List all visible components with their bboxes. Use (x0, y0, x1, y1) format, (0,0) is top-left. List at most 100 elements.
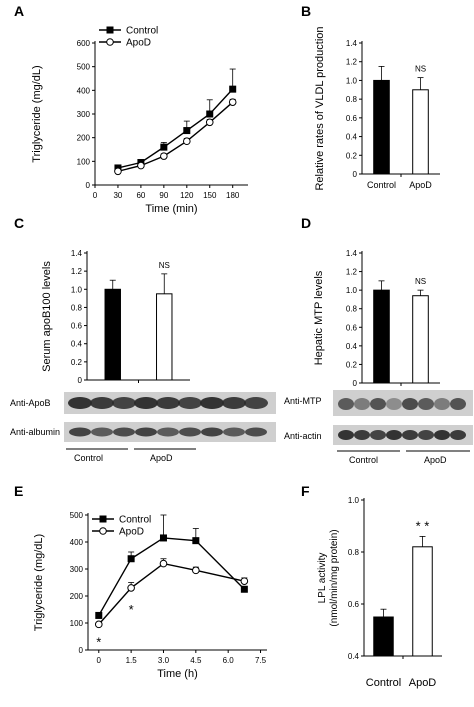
blot-band-blot-C-1-8 (245, 427, 267, 437)
data-point-A-control-5 (229, 85, 237, 93)
blot-band-blot-C-1-0 (69, 427, 91, 437)
y-tick-label-B-2: 0.4 (346, 133, 358, 142)
legend-marker-E-0 (99, 515, 107, 523)
legend-marker-A-0 (106, 26, 114, 34)
y-tick-label-D-6: 1.2 (346, 268, 358, 277)
x-tick-label-E-5: 7.5 (255, 656, 267, 665)
blot-band-blot-C-0-0 (68, 397, 92, 409)
y-axis-title2-F: (nmol/min/mg protein) (329, 529, 340, 626)
y-tick-label-A-4: 400 (77, 86, 91, 95)
x-tick-label-A-2: 60 (136, 191, 145, 200)
x-tick-label-A-5: 150 (203, 191, 217, 200)
blot-band-blot-C-0-3 (134, 397, 158, 409)
x-tick-label-E-2: 3.0 (158, 656, 170, 665)
panel-letter-f: F (301, 483, 310, 499)
y-tick-label-F-1: 0.6 (348, 600, 360, 609)
blot-band-blot-C-0-4 (156, 397, 180, 409)
blot-band-blot-C-1-6 (201, 427, 223, 437)
y-tick-label-A-2: 200 (77, 134, 91, 143)
y-tick-label-D-4: 0.8 (346, 305, 358, 314)
bar-C-control (104, 288, 121, 381)
y-tick-label-C-4: 0.8 (71, 303, 83, 312)
y-tick-label-B-3: 0.6 (346, 114, 358, 123)
blot-band-blot-D-0-0 (338, 398, 354, 410)
blot-band-blot-C-1-3 (135, 427, 157, 437)
x-tick-label-E-3: 4.5 (190, 656, 202, 665)
data-point-E-control-4 (240, 585, 248, 593)
x-tick-label-A-1: 30 (113, 191, 122, 200)
blot-band-blot-D-1-2 (370, 430, 386, 440)
series-line-A-apod (117, 101, 234, 172)
category-label-B-1: ApoD (409, 180, 432, 190)
data-point-E-control-0 (95, 611, 103, 619)
y-tick-label-E-2: 200 (70, 592, 84, 601)
blot-band-blot-C-0-7 (222, 397, 246, 409)
data-point-E-control-2 (159, 534, 167, 542)
x-tick-label-A-3: 90 (159, 191, 168, 200)
data-point-A-apod-2 (160, 152, 168, 160)
blot-band-blot-C-1-1 (91, 427, 113, 437)
blot-band-blot-D-1-3 (386, 430, 402, 440)
y-tick-label-B-7: 1.4 (346, 39, 358, 48)
panel-letter-b: B (301, 3, 311, 19)
data-point-A-apod-5 (228, 98, 237, 106)
data-point-E-apod-2 (159, 559, 168, 568)
blot-band-blot-C-1-2 (113, 427, 135, 437)
bar-B-control (373, 79, 390, 175)
y-tick-label-A-3: 300 (77, 110, 91, 119)
blot-band-blot-D-1-7 (450, 430, 466, 440)
blot-band-blot-D-0-2 (370, 398, 386, 410)
annotation-B: NS (415, 65, 426, 74)
bar-C-apod (156, 293, 173, 381)
legend-marker-A-1 (106, 38, 114, 46)
chart-a-triglyceride-time-course: 0 100 200 300 400 500 600 Triglyceride (mg/dL) 0… (31, 26, 248, 215)
panel-letter-a: A (14, 3, 24, 19)
y-tick-label-C-5: 1.0 (71, 285, 83, 294)
x-tick-label-A-0: 0 (93, 191, 98, 200)
y-tick-label-A-6: 600 (77, 39, 91, 48)
y-tick-label-D-2: 0.4 (346, 342, 358, 351)
category-label-F-0: Control (366, 677, 401, 689)
x-axis-title-A: Time (min) (145, 203, 197, 215)
y-tick-label-B-5: 1.0 (346, 76, 358, 85)
y-tick-label-D-3: 0.6 (346, 323, 358, 332)
legend-label-A-0: Control (126, 26, 158, 37)
y-tick-label-C-3: 0.6 (71, 322, 83, 331)
blot-group-label-apod-d: ApoD (424, 455, 447, 465)
panel-letter-e: E (14, 483, 23, 499)
x-tick-label-E-0: 0 (97, 656, 102, 665)
bar-B-apod (412, 89, 429, 175)
y-axis-title-E: Triglyceride (mg/dL) (33, 534, 45, 631)
legend-marker-E-1 (99, 527, 107, 535)
blot-group-label-control: Control (74, 453, 103, 463)
y-tick-label-A-0: 0 (86, 181, 91, 190)
blot-band-blot-D-1-6 (434, 430, 450, 440)
data-point-A-control-2 (160, 143, 168, 151)
annotation-F: * * (416, 518, 430, 533)
y-axis-title-D: Hepatic MTP levels (313, 270, 325, 365)
y-tick-label-A-5: 500 (77, 63, 91, 72)
y-tick-label-C-2: 0.4 (71, 340, 83, 349)
significance-star-e-0: * (96, 634, 101, 649)
x-axis-title-E: Time (h) (157, 668, 198, 680)
series-line-A-control (117, 88, 234, 169)
y-tick-label-D-7: 1.4 (346, 249, 358, 258)
blot-band-blot-C-0-2 (112, 397, 136, 409)
y-tick-label-D-5: 1.0 (346, 286, 358, 295)
category-label-F-1: ApoD (409, 677, 437, 689)
data-point-A-apod-1 (137, 161, 145, 170)
y-tick-label-C-7: 1.4 (71, 249, 83, 258)
y-axis-title-C: Serum apoB100 levels (41, 261, 53, 372)
y-tick-label-E-4: 400 (70, 538, 84, 547)
blot-label-anti-mtp: Anti-MTP (284, 396, 322, 406)
data-point-A-control-3 (183, 127, 191, 135)
blot-band-blot-C-0-8 (244, 397, 268, 409)
bar-D-apod (412, 295, 429, 384)
western-blot-d: Anti-MTP Anti-actin Control ApoD (284, 390, 473, 465)
y-tick-label-E-0: 0 (79, 646, 84, 655)
annotation-D: NS (415, 277, 426, 286)
y-tick-label-B-1: 0.2 (346, 151, 358, 160)
blot-band-blot-C-1-7 (223, 427, 245, 437)
blot-band-blot-C-1-5 (179, 427, 201, 437)
